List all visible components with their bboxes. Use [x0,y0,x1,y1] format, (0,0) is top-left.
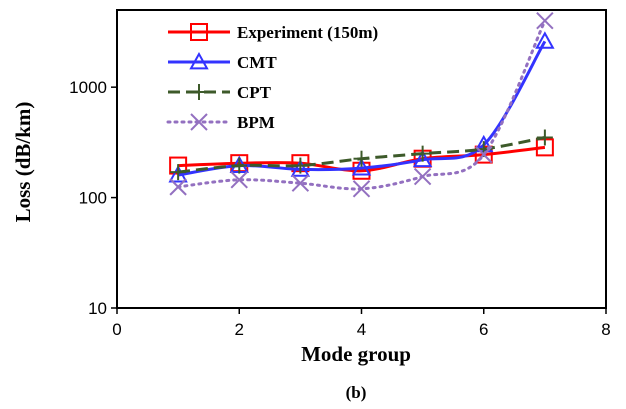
figure-caption: (b) [346,383,367,402]
data-point-cpt [292,157,309,174]
data-point-bpm-b [352,180,371,198]
data-point-bpm [475,145,493,164]
y-tick-label: 1000 [69,78,107,97]
data-point-cmt [412,149,433,168]
legend-marker-cmt [189,51,209,70]
data-point-bpm-b [291,174,310,192]
data-point-cpt [353,150,370,167]
legend-marker-bpm [190,113,208,131]
legend-marker-cpt [191,84,207,100]
data-point-cpt [414,145,431,162]
x-tick-label: 6 [479,320,488,339]
legend: Experiment (150m) CMT CPT BPM [166,23,378,132]
x-tick-label: 4 [357,320,366,339]
data-point-bpm-b [169,178,187,196]
data-point-bpm-b [413,167,432,186]
data-point-bpm-b [536,11,554,30]
data-point-bpm [413,167,432,186]
data-point-cmt [168,164,188,183]
x-tick-label: 8 [601,320,610,339]
x-tick-label: 2 [235,320,244,339]
data-point-cmt [535,31,555,49]
legend-label-cpt: CPT [237,83,272,102]
data-point-cmt [351,158,372,176]
data-point-bpm-b [475,145,493,164]
y-tick-label: 10 [88,299,107,318]
x-tick-label: 0 [112,320,121,339]
y-axis-title: Loss (dB/km) [11,102,35,223]
y-tick-label: 100 [79,189,107,208]
data-point-bpm [291,174,310,192]
data-point-bpm [230,171,248,189]
legend-marker-bpm-b [190,113,208,131]
series-layer [168,11,555,198]
data-point-bpm-b [230,171,248,189]
legend-marker-experiment-150m [190,23,208,41]
data-point-cpt [231,157,248,174]
series-bpm [169,11,554,198]
data-point-bpm [536,11,554,30]
data-point-bpm [169,178,187,196]
data-point-bpm [352,180,371,198]
legend-label-cmt: CMT [237,53,277,72]
data-point-cpt [536,129,553,146]
x-axis-title: Mode group [301,342,411,366]
legend-label-experiment-150m: Experiment (150m) [237,23,378,42]
axis-ticks: 0 2 4 6 8 10 100 1000 [69,78,611,339]
legend-label-bpm: BPM [237,113,275,132]
data-point-cpt [170,164,187,181]
data-point-cmt [290,159,311,177]
